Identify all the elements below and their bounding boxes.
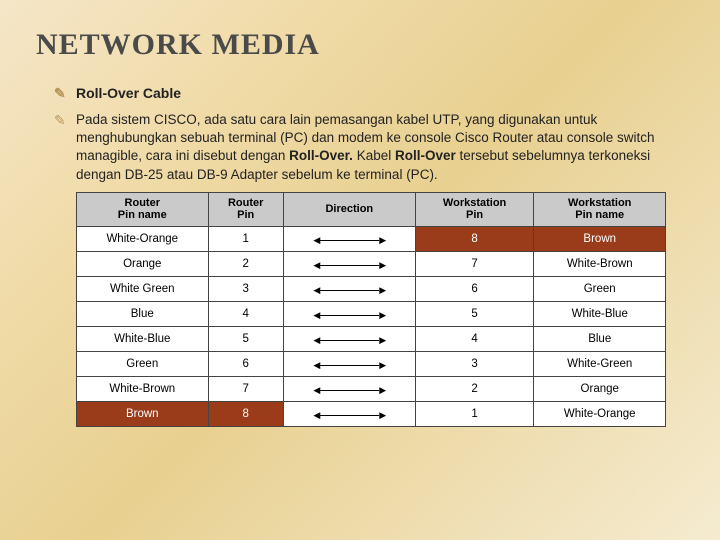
table-cell: 1 <box>208 227 283 252</box>
table-cell: 2 <box>208 252 283 277</box>
table-header-cell: WorkstationPin <box>415 192 534 226</box>
table-header-cell: Direction <box>283 192 415 226</box>
table-cell: Blue <box>77 302 209 327</box>
table-cell: 6 <box>208 352 283 377</box>
table-cell: Orange <box>534 377 666 402</box>
table-cell: White Green <box>77 277 209 302</box>
table-cell <box>283 252 415 277</box>
table-cell <box>283 327 415 352</box>
table-body: White-Orange18BrownOrange27White-BrownWh… <box>77 227 666 427</box>
table-cell: White-Blue <box>77 327 209 352</box>
table-row: Green6 3White-Green <box>77 352 666 377</box>
table-header-cell: RouterPin <box>208 192 283 226</box>
table-cell: White-Blue <box>534 302 666 327</box>
table-cell: 8 <box>208 402 283 427</box>
table-cell: 8 <box>415 227 534 252</box>
description: Pada sistem CISCO, ada satu cara lain pe… <box>54 111 684 184</box>
table-cell: 4 <box>208 302 283 327</box>
table-cell: Blue <box>534 327 666 352</box>
table-cell: 3 <box>208 277 283 302</box>
table-row: White-Blue5 4Blue <box>77 327 666 352</box>
table-cell: 6 <box>415 277 534 302</box>
table-row: White-Orange1 8Brown <box>77 227 666 252</box>
table-row: White-Brown7 2Orange <box>77 377 666 402</box>
table-cell: Green <box>534 277 666 302</box>
table-row: Orange2 7White-Brown <box>77 252 666 277</box>
table-cell: White-Orange <box>77 227 209 252</box>
table-cell: 4 <box>415 327 534 352</box>
table-cell: 7 <box>415 252 534 277</box>
table-cell: White-Brown <box>534 252 666 277</box>
table-cell <box>283 352 415 377</box>
table-cell <box>283 302 415 327</box>
table-cell <box>283 377 415 402</box>
content-list: Roll-Over Cable Pada sistem CISCO, ada s… <box>36 84 684 184</box>
table-cell <box>283 227 415 252</box>
table-cell: White-Brown <box>77 377 209 402</box>
table-row: Brown8 1White-Orange <box>77 402 666 427</box>
table-cell: 7 <box>208 377 283 402</box>
table-cell: Green <box>77 352 209 377</box>
table-row: White Green3 6Green <box>77 277 666 302</box>
table-row: Blue4 5White-Blue <box>77 302 666 327</box>
table-cell: Brown <box>534 227 666 252</box>
table-cell: Brown <box>77 402 209 427</box>
table-cell <box>283 277 415 302</box>
pinout-table: RouterPin nameRouterPinDirectionWorkstat… <box>76 192 666 427</box>
page-title: NETWORK MEDIA <box>36 28 684 62</box>
table-cell: Orange <box>77 252 209 277</box>
table-header-cell: RouterPin name <box>77 192 209 226</box>
table-cell: White-Orange <box>534 402 666 427</box>
subtitle: Roll-Over Cable <box>54 84 684 103</box>
table-cell: 5 <box>415 302 534 327</box>
table-cell: 3 <box>415 352 534 377</box>
table-cell: White-Green <box>534 352 666 377</box>
table-cell: 1 <box>415 402 534 427</box>
table-cell <box>283 402 415 427</box>
table-cell: 2 <box>415 377 534 402</box>
table-header-row: RouterPin nameRouterPinDirectionWorkstat… <box>77 192 666 226</box>
table-header-cell: WorkstationPin name <box>534 192 666 226</box>
table-cell: 5 <box>208 327 283 352</box>
